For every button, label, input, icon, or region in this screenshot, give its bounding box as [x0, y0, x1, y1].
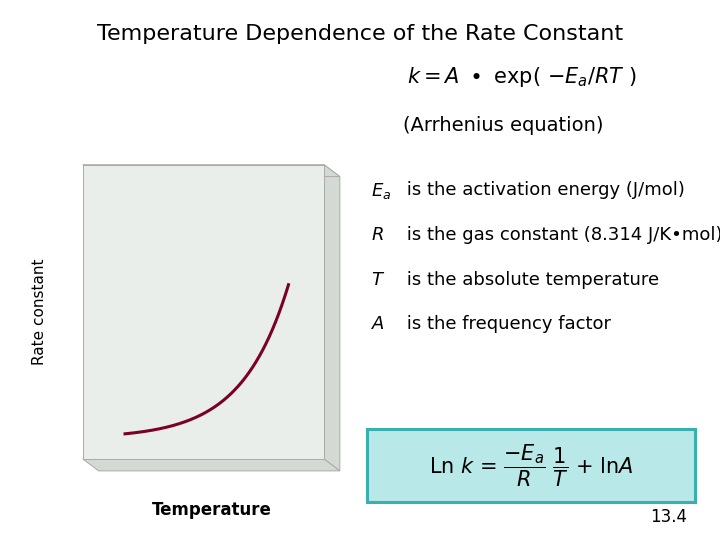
- Text: is the absolute temperature: is the absolute temperature: [401, 271, 660, 288]
- Text: is the activation energy (J/mol): is the activation energy (J/mol): [401, 181, 685, 199]
- Text: Temperature Dependence of the Rate Constant: Temperature Dependence of the Rate Const…: [97, 24, 623, 44]
- Text: $E_a$: $E_a$: [371, 181, 391, 201]
- Text: 13.4: 13.4: [651, 509, 688, 526]
- Text: $T$: $T$: [371, 271, 385, 288]
- Text: Temperature: Temperature: [151, 501, 271, 518]
- Text: Ln $k$ = $\dfrac{-E_a}{R}\ \dfrac{1}{T}$ + ln$A$: Ln $k$ = $\dfrac{-E_a}{R}\ \dfrac{1}{T}$…: [428, 443, 634, 489]
- Text: is the frequency factor: is the frequency factor: [401, 315, 611, 333]
- Text: (Arrhenius equation): (Arrhenius equation): [403, 116, 603, 135]
- Text: $R$: $R$: [371, 226, 384, 244]
- Text: $A$: $A$: [371, 315, 384, 333]
- Text: $k = A\ \bullet\ \mathrm{exp}(\ \mathit{-E_a/RT}\ )$: $k = A\ \bullet\ \mathrm{exp}(\ \mathit{…: [407, 65, 636, 89]
- Text: is the gas constant (8.314 J/K•mol): is the gas constant (8.314 J/K•mol): [401, 226, 720, 244]
- Text: Rate constant: Rate constant: [32, 259, 47, 365]
